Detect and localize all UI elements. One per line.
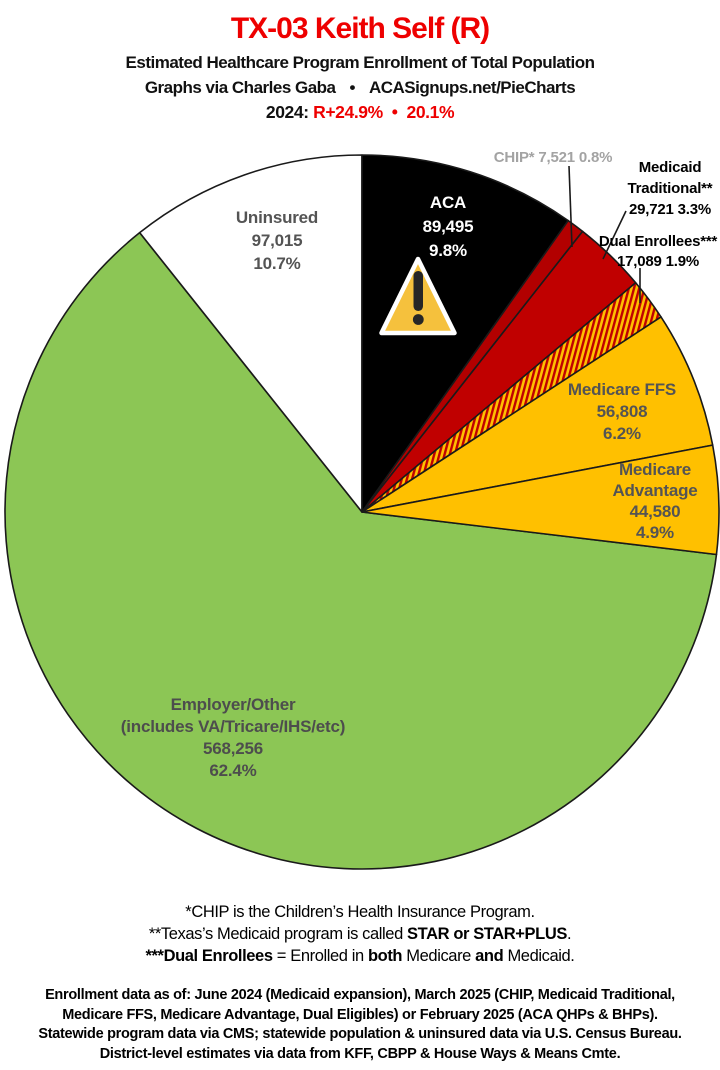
pie-slice-medicare-ffs — [361, 316, 714, 513]
label-chip: CHIP* 7,521 0.8% — [493, 149, 613, 166]
label-medicare-advantage: Medicare Advantage 44,580 4.9% — [612, 460, 698, 542]
credit-line: Graphs via Charles Gaba • ACASignups.net/P… — [0, 78, 720, 98]
pie-slice-medicare-advantage — [361, 444, 720, 556]
chip-leader-line — [568, 165, 573, 248]
medicaid-leader-line — [602, 210, 627, 260]
pie-slice-uninsured — [138, 154, 363, 513]
source-note: Enrollment data as of: June 2024 (Medica… — [38, 987, 682, 1062]
footnote-dual: ***Dual Enrollees = Enrolled in both Med… — [145, 947, 575, 965]
label-employer-other: Employer/Other (includes VA/Tricare/IHS/… — [120, 695, 346, 780]
footnote-chip: *CHIP is the Children’s Health Insurance… — [185, 903, 535, 921]
pie-slice-employer-other — [4, 231, 718, 870]
label-medicaid-traditional: Medicaid Traditional** 29,721 3.3% — [627, 159, 713, 218]
credit-author: Graphs via Charles Gaba — [144, 78, 336, 97]
district-stats-line: 2024: R+24.9% • 20.1% — [0, 102, 720, 123]
footnote-medicaid: **Texas’s Medicaid program is called STA… — [148, 925, 572, 943]
label-aca: ACA 89,495 9.8% — [422, 193, 474, 260]
footnotes: *CHIP is the Children’s Health Insurance… — [0, 901, 720, 967]
label-uninsured: Uninsured 97,015 10.7% — [235, 208, 319, 273]
label-dual-enrollees: Dual Enrollees*** 17,089 1.9% — [598, 233, 718, 270]
chart-subtitle: Estimated Healthcare Program Enrollment … — [125, 53, 595, 72]
stats-bullet-icon: • — [391, 102, 398, 122]
credit-bullet-icon: • — [349, 78, 356, 97]
page-title: TX-03 Keith Self (R) — [230, 12, 490, 45]
vote-share: 20.1% — [406, 102, 455, 122]
warning-triangle-icon — [379, 256, 457, 336]
label-medicare-ffs: Medicare FFS 56,808 6.2% — [567, 380, 677, 443]
credit-site: ACASignups.net/PieCharts — [368, 78, 576, 97]
pie-slice-aca — [361, 154, 570, 513]
year-prefix: 2024: — [265, 102, 309, 122]
partisan-lean: R+24.9% — [313, 102, 383, 122]
